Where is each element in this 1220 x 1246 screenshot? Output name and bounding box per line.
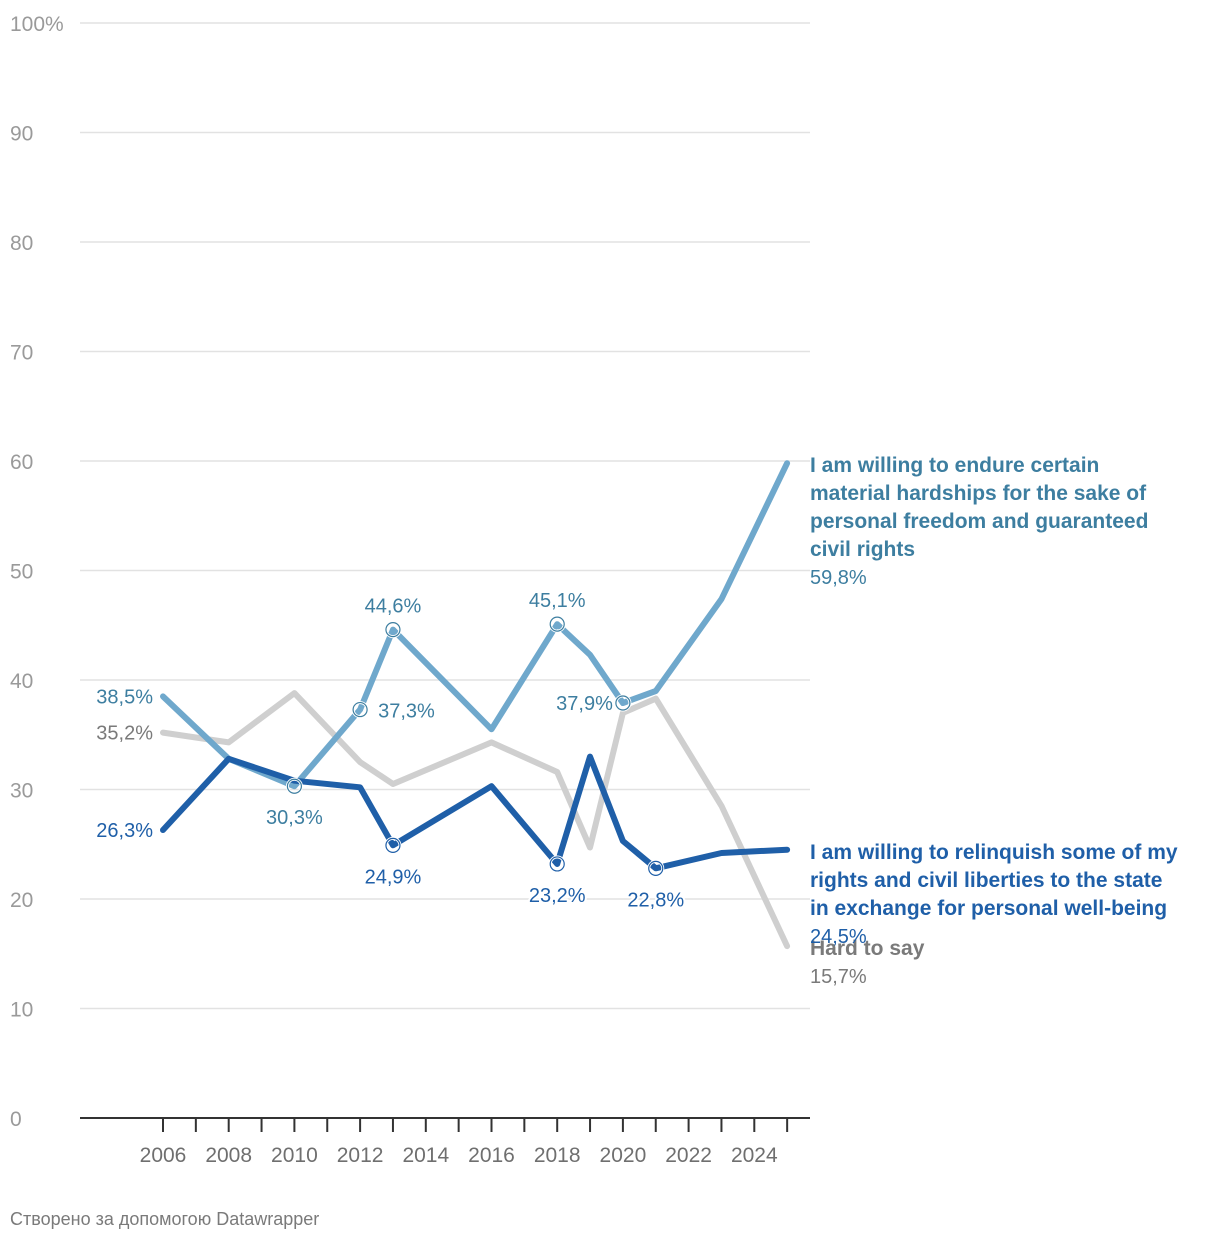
series-name-relinquish: in exchange for personal well-being	[810, 897, 1167, 920]
data-point-marker	[648, 860, 664, 876]
data-label-relinquish: 23,2%	[529, 885, 586, 907]
y-tick-label: 60	[10, 451, 33, 474]
y-tick-label: 30	[10, 780, 33, 803]
data-point-marker	[286, 778, 302, 794]
data-label-relinquish: 24,9%	[365, 866, 422, 888]
y-tick-label: 0	[10, 1108, 22, 1131]
y-tick-label: 70	[10, 342, 33, 365]
series-end-value-freedom: 59,8%	[810, 567, 867, 589]
x-tick-label: 2006	[140, 1144, 187, 1167]
data-label-freedom: 45,1%	[529, 590, 586, 612]
data-label-freedom: 37,9%	[556, 693, 613, 715]
series-name-freedom: civil rights	[810, 538, 915, 561]
y-tick-label: 80	[10, 232, 33, 255]
x-tick-label: 2016	[468, 1144, 515, 1167]
x-tick-label: 2014	[402, 1144, 449, 1167]
data-point-marker	[549, 616, 565, 632]
x-tick-label: 2022	[665, 1144, 712, 1167]
series-name-relinquish: I am willing to relinquish some of my	[810, 841, 1178, 864]
series-end-value-hard: 15,7%	[810, 966, 867, 988]
data-label-freedom: 44,6%	[365, 596, 422, 618]
data-label-freedom: 30,3%	[266, 807, 323, 829]
x-tick-label: 2024	[731, 1144, 778, 1167]
series-name-freedom: I am willing to endure certain	[810, 454, 1099, 477]
x-tick-label: 2012	[337, 1144, 384, 1167]
y-tick-label: 100%	[10, 13, 64, 36]
series-line-freedom	[160, 460, 791, 790]
x-tick-label: 2020	[600, 1144, 647, 1167]
x-tick-label: 2008	[205, 1144, 252, 1167]
y-tick-label: 10	[10, 999, 33, 1022]
series-name-hard: Hard to say	[810, 937, 925, 960]
data-label-freedom: 38,5%	[96, 686, 153, 708]
series-name-freedom: personal freedom and guaranteed	[810, 510, 1148, 533]
x-tick-label: 2018	[534, 1144, 581, 1167]
data-point-marker	[615, 695, 631, 711]
series-name-relinquish: rights and civil liberties to the state	[810, 869, 1162, 892]
data-label-relinquish: 26,3%	[96, 820, 153, 842]
series-end-value-relinquish: 24,5%	[810, 926, 867, 948]
data-label-hard: 35,2%	[96, 723, 153, 745]
x-tick-label: 2010	[271, 1144, 318, 1167]
data-point-marker	[385, 622, 401, 638]
y-tick-label: 90	[10, 123, 33, 146]
y-tick-label: 20	[10, 889, 33, 912]
series-name-freedom: material hardships for the sake of	[810, 482, 1147, 505]
series-line-hard	[160, 690, 791, 950]
data-point-marker	[352, 701, 368, 718]
data-label-relinquish: 22,8%	[627, 889, 684, 911]
data-label-freedom: 37,3%	[378, 701, 435, 723]
series-line-relinquish	[160, 753, 791, 872]
footer-credit: Створено за допомогою Datawrapper	[10, 1209, 320, 1229]
y-tick-label: 40	[10, 670, 33, 693]
data-point-marker	[549, 856, 565, 872]
y-tick-label: 50	[10, 561, 33, 584]
data-point-marker	[385, 837, 401, 853]
